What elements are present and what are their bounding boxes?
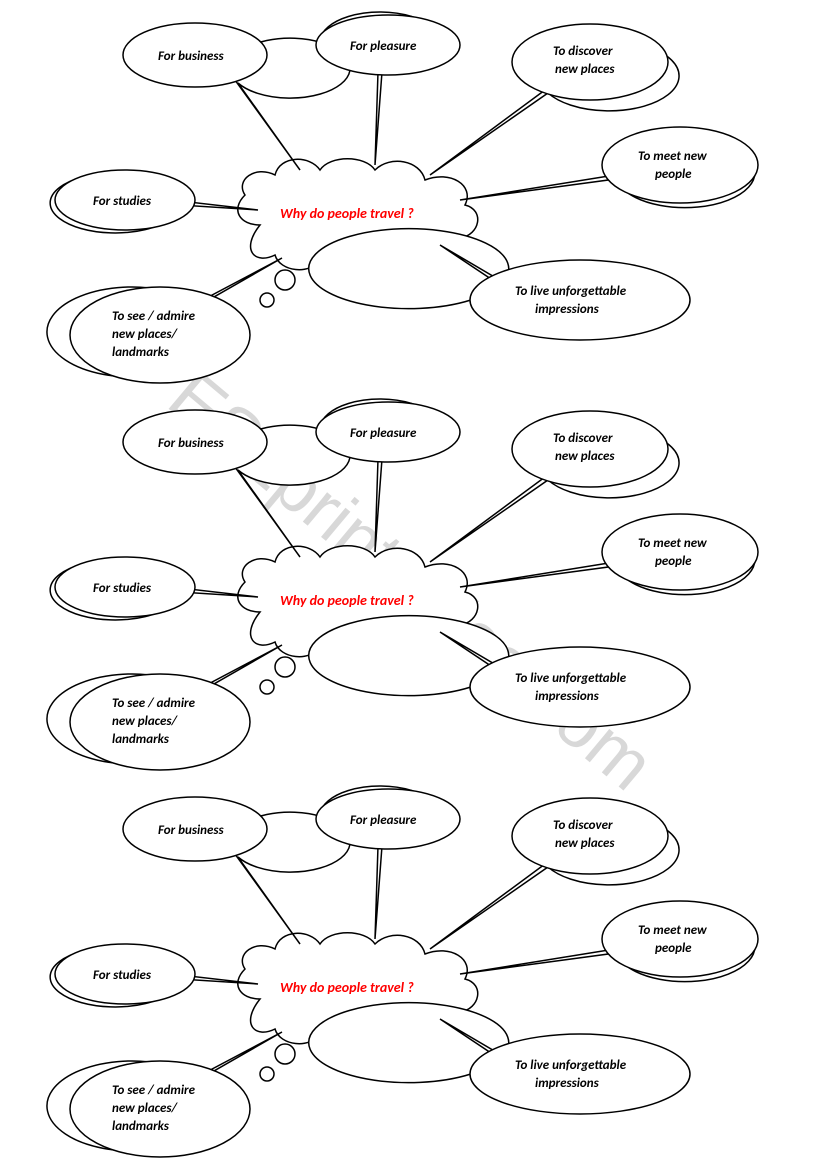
svg-text:To live unforgettable: To live unforgettable [515,671,627,686]
svg-text:For business: For business [158,823,225,838]
bubble-studies: For studies [50,170,258,233]
mind-map-diagram: Why do people travel ? For business For … [0,0,821,387]
bubble-unforgettable: To live unforgettable impressions [309,1003,690,1114]
svg-text:new places/: new places/ [112,1101,178,1116]
svg-text:For studies: For studies [93,581,152,596]
bubble-unforgettable: To live unforgettable impressions [309,229,690,340]
svg-text:people: people [655,554,692,569]
svg-text:landmarks: landmarks [112,1119,170,1134]
bubble-studies: For studies [50,557,258,620]
svg-text:landmarks: landmarks [112,345,170,360]
svg-text:impressions: impressions [535,1076,600,1091]
svg-text:For business: For business [158,49,225,64]
svg-text:To discover: To discover [553,818,613,833]
svg-text:For business: For business [158,436,225,451]
center-question-text: Why do people travel ? [280,592,414,609]
diagram-instance: Why do people travel ? For business For … [0,0,821,387]
svg-text:For pleasure: For pleasure [350,813,417,828]
svg-text:To meet new: To meet new [638,923,707,938]
svg-text:For studies: For studies [93,968,152,983]
svg-text:landmarks: landmarks [112,732,170,747]
bubble-meet: To meet new people [460,514,758,595]
bubble-admire: To see / admire new places/ landmarks [47,258,282,383]
svg-text:impressions: impressions [535,302,600,317]
diagram-instance: Why do people travel ? For business For … [0,387,821,774]
mind-map-diagram: Why do people travel ? For business For … [0,774,821,1161]
svg-text:To see / admire: To see / admire [112,696,196,711]
svg-text:For pleasure: For pleasure [350,39,417,54]
bubble-studies: For studies [50,944,258,1007]
svg-text:impressions: impressions [535,689,600,704]
bubble-pleasure: For pleasure [316,399,460,552]
mind-map-diagram: Why do people travel ? For business For … [0,387,821,774]
svg-text:To see / admire: To see / admire [112,1083,196,1098]
svg-text:To meet new: To meet new [638,536,707,551]
svg-text:To see / admire: To see / admire [112,309,196,324]
center-question-text: Why do people travel ? [280,205,414,222]
svg-text:people: people [655,941,692,956]
bubble-pleasure: For pleasure [316,12,460,165]
svg-text:new places/: new places/ [112,714,178,729]
bubble-pleasure: For pleasure [316,786,460,939]
bubble-admire: To see / admire new places/ landmarks [47,1032,282,1157]
svg-text:For studies: For studies [93,194,152,209]
bubble-meet: To meet new people [460,901,758,982]
svg-text:To live unforgettable: To live unforgettable [515,284,627,299]
diagram-instance: Why do people travel ? For business For … [0,774,821,1161]
svg-text:To meet new: To meet new [638,149,707,164]
svg-text:people: people [655,167,692,182]
svg-text:For pleasure: For pleasure [350,426,417,441]
svg-text:To discover: To discover [553,44,613,59]
bubble-meet: To meet new people [460,127,758,208]
svg-text:new places/: new places/ [112,327,178,342]
center-question-text: Why do people travel ? [280,979,414,996]
bubble-unforgettable: To live unforgettable impressions [309,616,690,727]
svg-text:new places: new places [555,449,615,464]
svg-text:new places: new places [555,836,615,851]
svg-text:new places: new places [555,62,615,77]
svg-text:To discover: To discover [553,431,613,446]
bubble-admire: To see / admire new places/ landmarks [47,645,282,770]
svg-text:To live unforgettable: To live unforgettable [515,1058,627,1073]
